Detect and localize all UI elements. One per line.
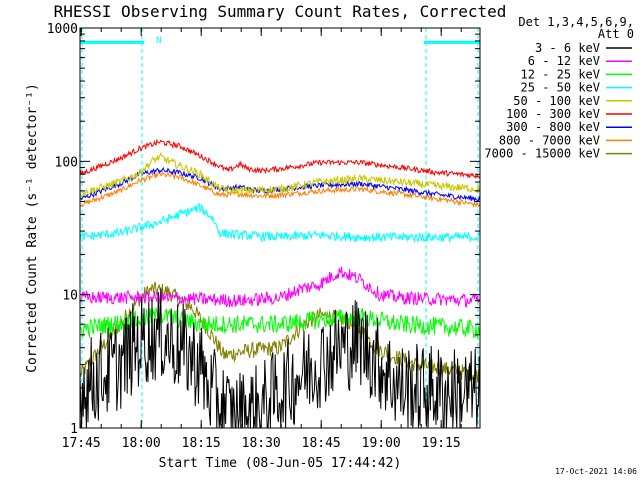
x-tick-label: 18:15 — [182, 436, 221, 451]
series-line-12-25-keV — [79, 307, 481, 340]
legend-label: 300 - 800 keV — [506, 120, 600, 134]
legend-label: 25 - 50 keV — [521, 81, 600, 95]
series-line-25-50-keV — [79, 203, 481, 243]
legend-label: 800 - 7000 keV — [499, 133, 600, 147]
x-tick-label: 18:45 — [302, 436, 341, 451]
legend-label: 7000 - 15000 keV — [484, 147, 600, 161]
y-tick-label: 1 — [70, 422, 78, 437]
legend-label: 3 - 6 keV — [535, 41, 600, 55]
series-line-7000-15000-keV — [79, 281, 481, 383]
axis-layer: 17:45 18:00 18:15 18:30 18:45 19:00 19:15 1 10 10… — [47, 22, 480, 451]
x-tick-label: 19:15 — [422, 436, 461, 451]
chart-title: RHESSI Observing Summary Count Rates, Co… — [54, 2, 507, 21]
x-tick-label: 19:00 — [362, 436, 401, 451]
x-axis-label: Start Time (08-Jun-05 17:44:42) — [159, 456, 402, 471]
y-tick-label: 1000 — [47, 22, 78, 37]
footer-date: 17-Oct-2021 14:06 — [555, 467, 637, 476]
y-tick-label: 100 — [55, 155, 78, 170]
x-tick-label: 17:45 — [62, 436, 101, 451]
legend-label: 6 - 12 keV — [528, 54, 600, 68]
series-line-50-100-keV — [79, 152, 481, 198]
plot-frame — [79, 27, 481, 429]
series-layer — [79, 138, 481, 429]
x-tick-label: 18:00 — [122, 436, 161, 451]
series-line-3-6-keV — [79, 288, 481, 429]
legend-label: 100 - 300 keV — [506, 107, 600, 121]
legend-label: 12 - 25 keV — [521, 67, 600, 81]
series-line-800-7000-keV — [79, 170, 481, 209]
series-line-100-300-keV — [79, 138, 481, 179]
y-axis-label: Corrected Count Rate (s⁻¹ detector⁻¹) — [25, 83, 40, 373]
y-tick-label: 10 — [62, 289, 78, 304]
legend-header-line-1: Det 1,3,4,5,6,9, — [518, 15, 634, 29]
legend-label: 50 - 100 keV — [513, 94, 600, 108]
legend-header-line-2: Att 0 — [598, 27, 634, 41]
x-tick-label: 18:30 — [242, 436, 281, 451]
series-line-6-12-keV — [79, 266, 481, 309]
night-marker: N — [156, 36, 161, 46]
